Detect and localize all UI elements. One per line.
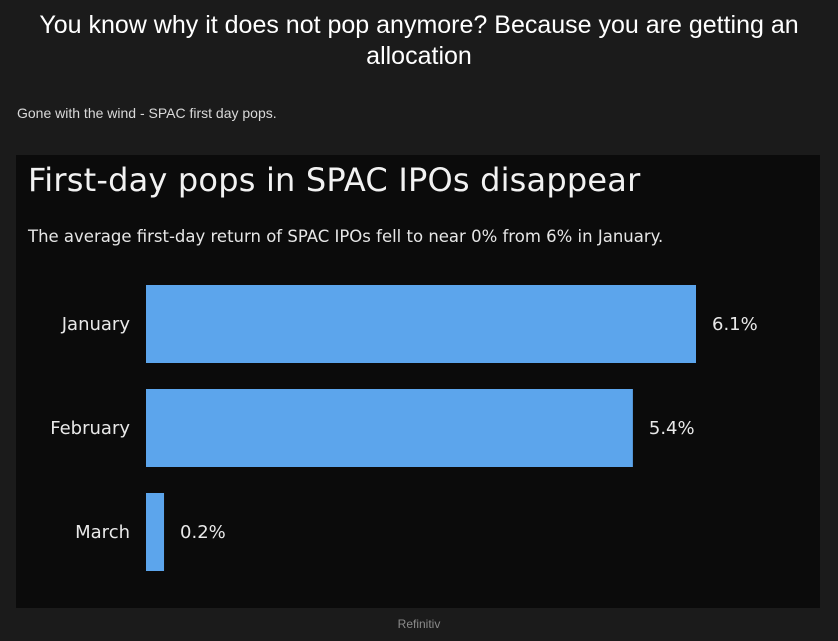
- bar-chart: January 6.1% February 5.4% March 0.2%: [50, 285, 758, 571]
- category-label-january: January: [61, 314, 131, 335]
- bar-january: [146, 285, 696, 363]
- value-label-february: 5.4%: [649, 418, 695, 439]
- chart-subtitle: The average first-day return of SPAC IPO…: [28, 227, 664, 246]
- post-title: You know why it does not pop anymore? Be…: [39, 11, 799, 70]
- chart-image: First-day pops in SPAC IPOs disappear Th…: [16, 155, 820, 608]
- image-source-caption: Refinitiv: [397, 617, 441, 631]
- category-label-february: February: [50, 418, 130, 439]
- value-label-january: 6.1%: [712, 314, 758, 335]
- value-label-march: 0.2%: [180, 522, 226, 543]
- bar-march: [146, 493, 165, 571]
- chart-title: First-day pops in SPAC IPOs disappear: [28, 161, 641, 199]
- category-label-march: March: [75, 522, 130, 543]
- bar-february: [146, 389, 633, 467]
- post-subtitle: Gone with the wind - SPAC first day pops…: [17, 105, 277, 121]
